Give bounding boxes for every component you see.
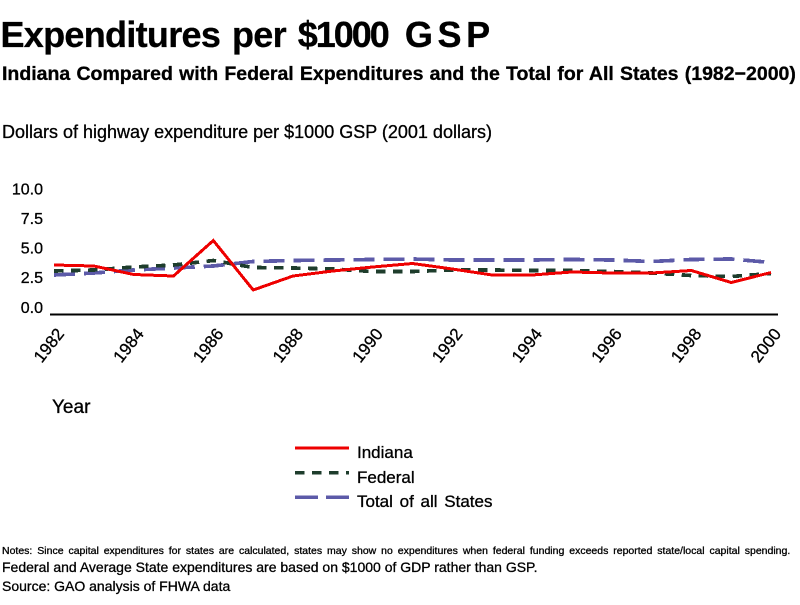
svg-text:Dollars of highway expenditure: Dollars of highway expenditure per $1000… bbox=[2, 122, 492, 142]
svg-text:Indiana: Indiana bbox=[357, 443, 413, 462]
svg-text:Expenditures per $1000 GSP: Expenditures per $1000 GSP bbox=[1, 14, 495, 55]
svg-text:2.5: 2.5 bbox=[21, 270, 43, 287]
svg-text:10.0: 10.0 bbox=[12, 182, 43, 199]
svg-text:Source: GAO analysis of FHWA d: Source: GAO analysis of FHWA data bbox=[2, 578, 230, 594]
svg-text:Total of all States: Total of all States bbox=[357, 492, 492, 511]
svg-text:Indiana Compared with Federal: Indiana Compared with Federal Expenditur… bbox=[2, 63, 796, 85]
svg-text:Notes: Since capital expenditu: Notes: Since capital expenditures for st… bbox=[2, 545, 790, 557]
svg-text:Federal and Average State expe: Federal and Average State expenditures a… bbox=[2, 559, 537, 575]
svg-text:7.5: 7.5 bbox=[21, 211, 43, 228]
svg-text:Year: Year bbox=[52, 397, 91, 418]
svg-text:0.0: 0.0 bbox=[21, 300, 43, 317]
svg-text:5.0: 5.0 bbox=[21, 241, 43, 258]
svg-text:Federal: Federal bbox=[357, 468, 415, 487]
